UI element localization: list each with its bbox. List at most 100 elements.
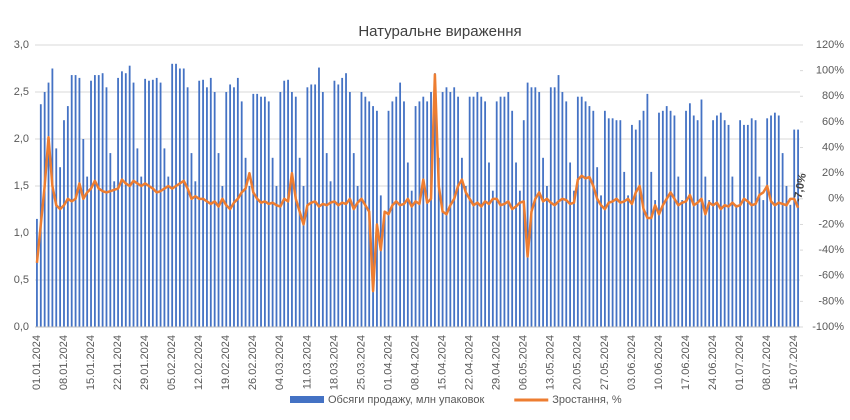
bar <box>395 96 398 327</box>
chart-title: Натуральне вираження <box>358 23 521 40</box>
bar <box>240 101 243 328</box>
bar <box>78 77 81 328</box>
x-tick-label: 29.01.2024 <box>139 335 151 390</box>
bar <box>47 82 50 327</box>
bar <box>252 93 255 327</box>
bar <box>310 84 313 327</box>
bar <box>712 120 714 327</box>
bar <box>770 115 772 327</box>
legend-label: Зростання, % <box>552 394 622 406</box>
bar <box>132 82 135 327</box>
x-tick-label: 10.06.2024 <box>653 335 665 390</box>
bar <box>727 124 730 328</box>
bar <box>55 148 58 327</box>
bar <box>576 96 579 327</box>
bar <box>766 118 769 327</box>
bar <box>700 99 703 328</box>
bar <box>190 153 193 327</box>
bar <box>97 75 100 327</box>
bar <box>217 153 220 327</box>
bar <box>418 101 421 328</box>
x-tick-label: 24.06.2024 <box>707 335 719 390</box>
y-tick-label: 1,5 <box>14 180 29 192</box>
bar <box>345 73 347 327</box>
bar <box>569 162 572 327</box>
bar <box>600 195 602 327</box>
bar <box>433 73 436 327</box>
bar <box>495 101 498 328</box>
bar <box>777 115 780 327</box>
bar <box>275 186 278 327</box>
bar <box>685 110 687 327</box>
bar <box>472 96 475 327</box>
x-tick-label: 03.06.2024 <box>626 335 638 390</box>
bar <box>619 120 622 327</box>
bar <box>279 92 282 327</box>
bar <box>117 77 119 328</box>
y-tick-label: 2,0 <box>14 133 29 145</box>
bar <box>221 186 224 327</box>
bar <box>642 110 645 327</box>
bar <box>530 87 533 327</box>
bar <box>36 218 38 327</box>
bar <box>634 129 637 327</box>
bar <box>789 204 792 327</box>
bar <box>74 75 77 327</box>
bar <box>225 92 228 327</box>
bar <box>291 92 293 327</box>
bar <box>356 186 359 327</box>
bar <box>503 96 506 327</box>
y2-tick-label: 20% <box>822 167 844 179</box>
y2-tick-label: 40% <box>822 141 844 153</box>
bar <box>461 157 463 327</box>
bar <box>314 84 317 327</box>
bar <box>627 195 629 327</box>
bar <box>82 139 85 327</box>
x-tick-label: 25.03.2024 <box>355 335 367 390</box>
bar <box>631 124 633 328</box>
bar <box>696 120 699 327</box>
bar <box>151 79 154 327</box>
bar <box>66 106 69 327</box>
bar <box>352 153 355 327</box>
bar <box>124 73 127 327</box>
bar <box>364 96 367 327</box>
bar <box>128 65 131 328</box>
bar <box>387 110 390 327</box>
bar <box>437 157 440 327</box>
bar <box>681 200 684 327</box>
bar <box>526 82 529 327</box>
bar <box>518 190 521 327</box>
bar <box>233 87 235 327</box>
bar <box>93 75 96 327</box>
bar <box>329 181 332 327</box>
bar <box>546 186 548 327</box>
bar <box>163 148 166 327</box>
bar <box>781 153 784 327</box>
bar <box>318 67 320 327</box>
y2-tick-label: 0% <box>828 193 844 205</box>
bar <box>63 120 65 327</box>
y-tick-label: 2,5 <box>14 86 29 98</box>
bar <box>229 84 232 327</box>
bar <box>414 106 417 327</box>
bar <box>716 115 718 327</box>
bar <box>302 186 305 327</box>
x-tick-label: 11.03.2024 <box>301 335 313 389</box>
bar <box>731 176 734 327</box>
bar <box>615 120 618 327</box>
bar <box>739 120 742 327</box>
bar <box>256 93 259 327</box>
bar <box>646 93 649 327</box>
y2-tick-label: -80% <box>818 295 844 307</box>
y2-tick-label: 80% <box>822 90 844 102</box>
x-tick-label: 01.07.2024 <box>734 335 746 390</box>
bar <box>603 110 606 327</box>
bar <box>623 171 626 327</box>
x-tick-label: 15.07.2024 <box>788 335 800 390</box>
bar <box>723 120 726 327</box>
bar <box>758 176 761 327</box>
bar <box>263 96 266 327</box>
bar <box>105 87 108 327</box>
bar <box>457 96 459 327</box>
